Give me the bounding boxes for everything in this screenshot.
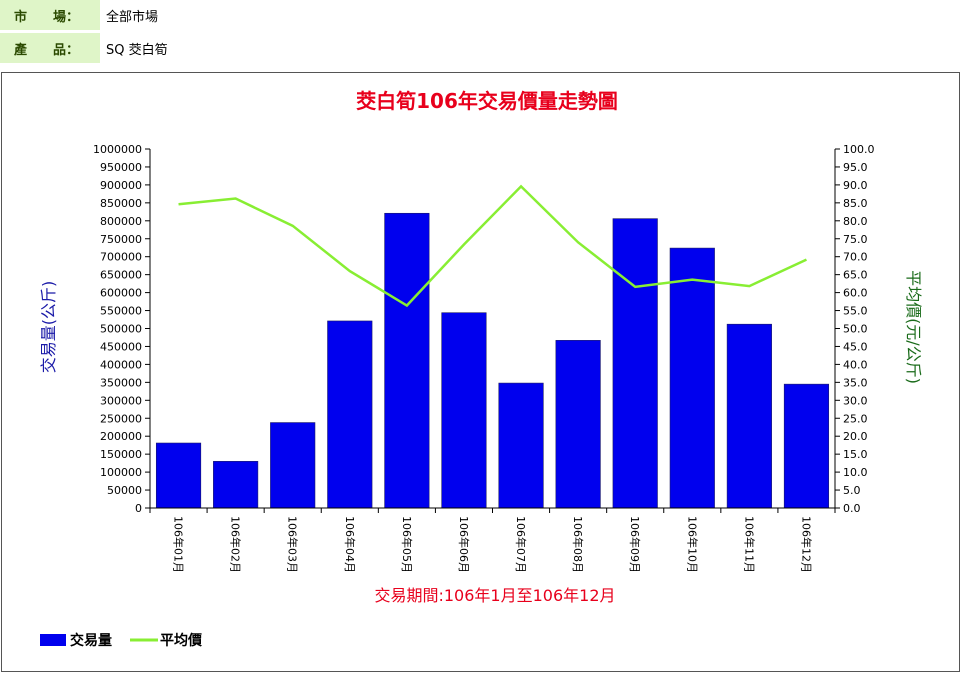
left-tick-label: 400000 xyxy=(100,358,142,371)
x-tick-label: 106年04月 xyxy=(343,516,357,573)
right-tick-label: 5.0 xyxy=(843,484,861,497)
right-tick-label: 80.0 xyxy=(843,215,868,228)
market-row: 市 場： 全部市場 xyxy=(0,0,164,30)
left-tick-label: 200000 xyxy=(100,430,142,443)
product-value: SQ 茭白筍 xyxy=(100,33,168,63)
legend-volume-label: 交易量 xyxy=(70,632,112,649)
legend-price-label: 平均價 xyxy=(160,632,203,649)
x-tick-label: 106年02月 xyxy=(229,516,243,573)
volume-bar xyxy=(213,461,259,509)
volume-bar xyxy=(498,382,544,509)
left-tick-label: 350000 xyxy=(100,376,142,389)
right-tick-label: 50.0 xyxy=(843,323,868,336)
right-tick-label: 25.0 xyxy=(843,412,868,425)
right-tick-label: 65.0 xyxy=(843,269,868,282)
price-line xyxy=(178,184,807,308)
x-tick-label: 106年07月 xyxy=(514,516,528,573)
left-tick-label: 700000 xyxy=(100,251,142,264)
product-label: 產 品： xyxy=(0,33,100,63)
right-tick-label: 20.0 xyxy=(843,430,868,443)
left-axis-title: 交易量(公斤) xyxy=(39,281,58,374)
right-tick-label: 90.0 xyxy=(843,179,868,192)
right-tick-label: 40.0 xyxy=(843,358,868,371)
x-tick-label: 106年12月 xyxy=(799,516,813,573)
x-tick-label: 106年11月 xyxy=(742,516,756,573)
left-tick-label: 300000 xyxy=(100,394,142,407)
right-tick-label: 75.0 xyxy=(843,233,868,246)
left-tick-label: 500000 xyxy=(100,323,142,336)
legend: 交易量 平均價 xyxy=(40,632,203,649)
price-volume-chart: 茭白筍106年交易價量走勢圖 0 50000 100000 150000 200000 2… xyxy=(39,89,923,649)
left-tick-label: 50000 xyxy=(107,484,142,497)
left-tick-label: 250000 xyxy=(100,412,142,425)
right-tick-label: 100.0 xyxy=(843,143,875,156)
x-tick-label: 106年10月 xyxy=(685,516,699,573)
x-axis: 106年01月 106年02月 106年03月 106年04月 106年05月 106年0… xyxy=(149,507,836,573)
chart-title: 茭白筍106年交易價量走勢圖 xyxy=(356,89,618,113)
left-tick-label: 0 xyxy=(135,502,142,515)
x-tick-label: 106年05月 xyxy=(400,516,414,573)
volume-bars xyxy=(155,212,830,509)
right-axis: 0.0 5.0 10.0 15.0 20.0 25.0 30.0 35.0 40.0 45.0 50… xyxy=(834,143,875,515)
right-tick-label: 35.0 xyxy=(843,376,868,389)
right-tick-label: 60.0 xyxy=(843,287,868,300)
filter-panel: 市 場： 全部市場 產 品： SQ 茭白筍 xyxy=(0,0,168,66)
left-tick-label: 150000 xyxy=(100,448,142,461)
volume-bar xyxy=(669,247,715,509)
right-tick-label: 95.0 xyxy=(843,161,868,174)
right-tick-label: 10.0 xyxy=(843,466,868,479)
market-label: 市 場： xyxy=(0,0,100,30)
right-tick-label: 70.0 xyxy=(843,251,868,264)
x-tick-label: 106年01月 xyxy=(172,516,186,573)
price-line-path xyxy=(178,184,807,308)
volume-bar xyxy=(270,422,316,509)
left-tick-label: 900000 xyxy=(100,179,142,192)
volume-bar xyxy=(384,212,430,509)
left-tick-label: 450000 xyxy=(100,340,142,353)
left-tick-label: 850000 xyxy=(100,197,142,210)
left-axis: 0 50000 100000 150000 200000 250000 300000 3500… xyxy=(93,143,151,515)
volume-bar xyxy=(612,218,658,509)
right-tick-label: 30.0 xyxy=(843,394,868,407)
right-tick-label: 15.0 xyxy=(843,448,868,461)
right-tick-label: 0.0 xyxy=(843,502,861,515)
volume-bar xyxy=(726,323,772,509)
volume-bar xyxy=(783,383,830,509)
left-tick-label: 600000 xyxy=(100,287,142,300)
left-tick-label: 550000 xyxy=(100,305,142,318)
volume-bar xyxy=(155,442,202,509)
right-axis-title: 平均價(元/公斤) xyxy=(904,270,923,384)
right-tick-label: 85.0 xyxy=(843,197,868,210)
left-tick-label: 650000 xyxy=(100,269,142,282)
left-tick-label: 100000 xyxy=(100,466,142,479)
left-tick-label: 800000 xyxy=(100,215,142,228)
left-tick-label: 950000 xyxy=(100,161,142,174)
product-row: 產 品： SQ 茭白筍 xyxy=(0,33,168,63)
volume-bar xyxy=(555,340,601,509)
x-tick-label: 106年06月 xyxy=(457,516,471,573)
market-value: 全部市場 xyxy=(100,0,164,30)
left-tick-label: 750000 xyxy=(100,233,142,246)
volume-bar xyxy=(441,312,487,509)
legend-volume-swatch xyxy=(40,634,66,646)
x-tick-label: 106年09月 xyxy=(628,516,642,573)
x-tick-label: 106年03月 xyxy=(286,516,300,573)
left-tick-label: 1000000 xyxy=(93,143,142,156)
right-tick-label: 45.0 xyxy=(843,340,868,353)
x-tick-label: 106年08月 xyxy=(571,516,585,573)
chart-frame: 茭白筍106年交易價量走勢圖 0 50000 100000 150000 200000 2… xyxy=(1,72,960,672)
x-axis-title: 交易期間:106年1月至106年12月 xyxy=(374,586,615,605)
right-tick-label: 55.0 xyxy=(843,305,868,318)
volume-bar xyxy=(327,320,373,509)
